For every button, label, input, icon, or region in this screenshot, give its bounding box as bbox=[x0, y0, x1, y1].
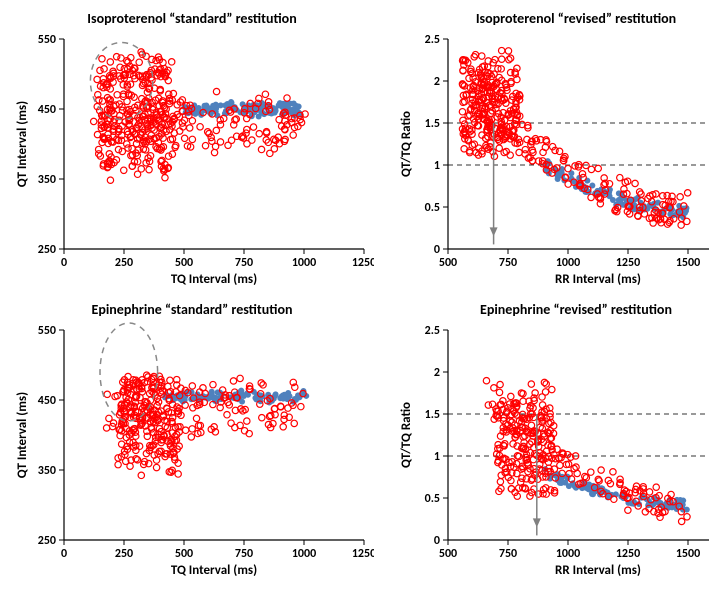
svg-text:450: 450 bbox=[38, 103, 56, 117]
svg-text:550: 550 bbox=[38, 33, 56, 47]
panel-svg: 500750100012501500175000.511.522.5RR Int… bbox=[394, 322, 709, 582]
svg-text:250: 250 bbox=[115, 256, 133, 270]
svg-text:350: 350 bbox=[38, 173, 56, 187]
svg-text:TQ Interval (ms): TQ Interval (ms) bbox=[171, 272, 257, 287]
panel-title: Isoproterenol “revised” restitution bbox=[394, 10, 709, 27]
svg-text:1250: 1250 bbox=[616, 256, 640, 270]
svg-text:250: 250 bbox=[38, 534, 56, 548]
panel-epi-standard: Epinephrine “standard” restitution 02505… bbox=[10, 301, 374, 582]
svg-text:QT/TQ Ratio: QT/TQ Ratio bbox=[399, 111, 414, 177]
chart-grid: Isoproterenol “standard” restitution 025… bbox=[10, 10, 699, 582]
svg-text:450: 450 bbox=[38, 394, 56, 408]
svg-text:500: 500 bbox=[439, 256, 457, 270]
svg-text:0.5: 0.5 bbox=[425, 492, 440, 506]
svg-text:1: 1 bbox=[434, 450, 440, 464]
svg-text:0: 0 bbox=[434, 534, 440, 548]
panel-svg: 0 250 500 750 1000 1250 250 350 450 550 TQ Interva… bbox=[10, 31, 374, 291]
svg-text:1.5: 1.5 bbox=[425, 408, 440, 422]
svg-text:2: 2 bbox=[434, 75, 440, 89]
svg-text:QT Interval (ms): QT Interval (ms) bbox=[15, 392, 30, 478]
svg-text:1500: 1500 bbox=[676, 256, 700, 270]
svg-text:750: 750 bbox=[499, 256, 517, 270]
svg-text:2.5: 2.5 bbox=[425, 324, 440, 338]
svg-text:1250: 1250 bbox=[352, 256, 374, 270]
panel-title: Isoproterenol “standard” restitution bbox=[10, 10, 374, 27]
svg-text:500: 500 bbox=[175, 256, 193, 270]
svg-text:QT Interval (ms): QT Interval (ms) bbox=[15, 101, 30, 187]
svg-text:1000: 1000 bbox=[556, 256, 580, 270]
panel-svg: 025050075010001250250350450550TQ Interva… bbox=[10, 322, 374, 582]
panel-svg: 500750100012501500175000.511.522.5RR Int… bbox=[394, 31, 709, 291]
panel-iso-revised: Isoproterenol “revised” restitution 500 7… bbox=[394, 10, 709, 291]
svg-text:0.5: 0.5 bbox=[425, 201, 440, 215]
svg-text:QT/TQ Ratio: QT/TQ Ratio bbox=[399, 402, 414, 468]
panel-epi-revised: Epinephrine “revised” restitution 500750… bbox=[394, 301, 709, 582]
svg-text:1000: 1000 bbox=[292, 256, 316, 270]
svg-text:RR Interval (ms): RR Interval (ms) bbox=[555, 272, 641, 287]
panel-iso-standard: Isoproterenol “standard” restitution 0 25… bbox=[10, 10, 374, 291]
svg-text:750: 750 bbox=[235, 256, 253, 270]
svg-text:TQ Interval (ms): TQ Interval (ms) bbox=[171, 563, 257, 578]
panel-title: Epinephrine “revised” restitution bbox=[394, 301, 709, 318]
svg-text:RR Interval (ms): RR Interval (ms) bbox=[555, 563, 641, 578]
svg-text:0: 0 bbox=[434, 243, 440, 257]
svg-text:1.5: 1.5 bbox=[425, 117, 440, 131]
svg-text:550: 550 bbox=[38, 324, 56, 338]
svg-text:2.5: 2.5 bbox=[425, 33, 440, 47]
svg-text:350: 350 bbox=[38, 464, 56, 478]
svg-text:2: 2 bbox=[434, 366, 440, 380]
panel-title: Epinephrine “standard” restitution bbox=[10, 301, 374, 318]
svg-text:250: 250 bbox=[38, 243, 56, 257]
svg-text:0: 0 bbox=[61, 256, 67, 270]
svg-text:1: 1 bbox=[434, 159, 440, 173]
